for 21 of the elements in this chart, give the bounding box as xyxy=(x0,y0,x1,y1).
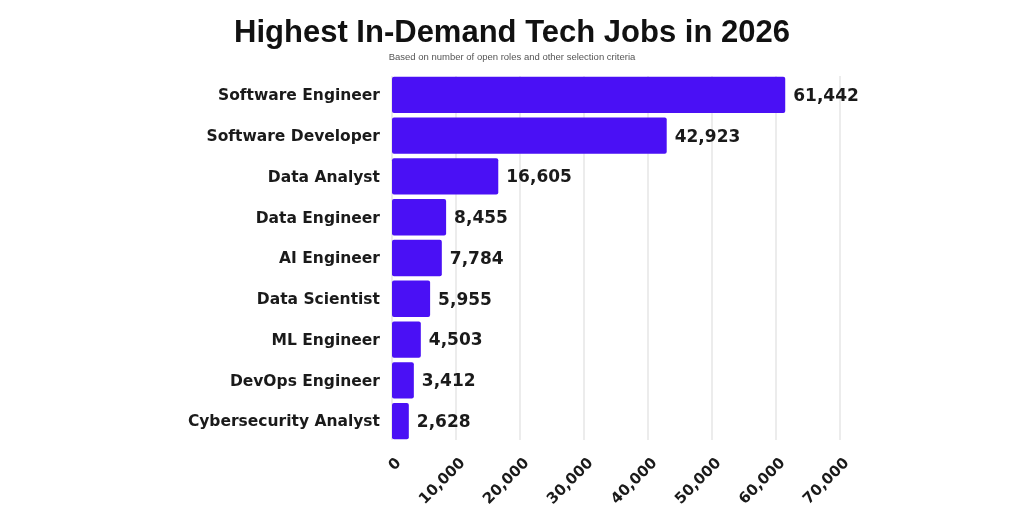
y-tick-label: ML Engineer xyxy=(271,330,381,349)
data-label: 3,412 xyxy=(421,370,476,391)
data-label: 7,784 xyxy=(449,247,504,268)
data-label: 4,503 xyxy=(428,329,483,350)
data-label: 8,455 xyxy=(454,207,508,228)
y-tick-label: Software Developer xyxy=(206,127,381,146)
data-label: 42,923 xyxy=(674,125,741,146)
y-tick-label: Cybersecurity Analyst xyxy=(187,412,381,431)
data-label: 61,442 xyxy=(793,84,859,105)
data-label: 5,955 xyxy=(438,288,492,309)
chart-title: Highest In-Demand Tech Jobs in 2026 xyxy=(234,14,790,49)
y-tick-label: DevOps Engineer xyxy=(229,371,381,390)
data-label: 2,628 xyxy=(416,411,471,431)
y-tick-label: Data Analyst xyxy=(267,167,381,186)
y-tick-label: AI Engineer xyxy=(279,249,381,268)
chart-subtitle: Based on number of open roles and other selection criteria xyxy=(388,51,637,62)
x-tick-label: 0 xyxy=(384,453,405,474)
data-label: 16,605 xyxy=(506,166,572,187)
y-tick-label: Data Scientist xyxy=(256,290,381,309)
y-tick-label: Software Engineer xyxy=(217,86,381,105)
y-tick-label: Data Engineer xyxy=(255,208,381,227)
